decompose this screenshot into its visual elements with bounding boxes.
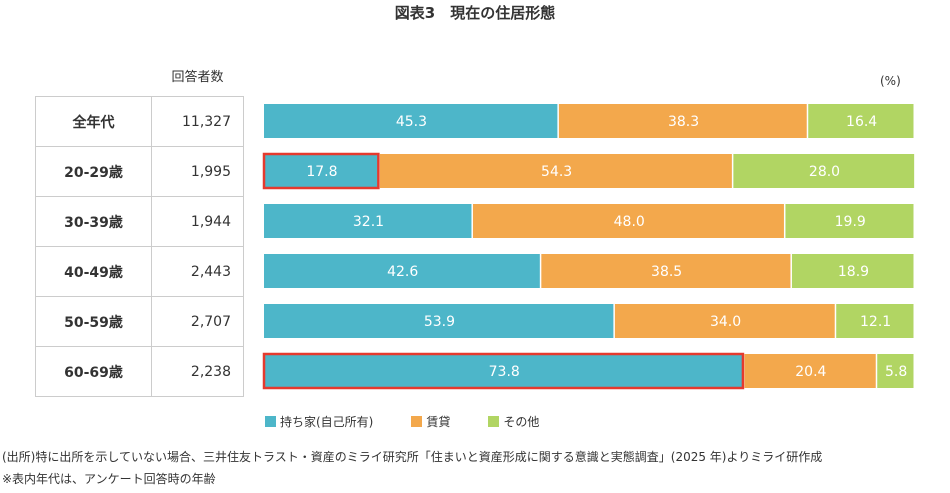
bar-segment [785, 204, 914, 238]
table-row: 全年代 11,327 [35, 96, 244, 147]
bar-segment [558, 104, 807, 138]
data-label: 28.0 [809, 164, 840, 180]
bar-segment [541, 254, 791, 288]
data-label: 17.8 [306, 164, 337, 180]
source-note: (出所)特に出所を示していない場合、三井住友トラスト・資産のミライ研究所「住まい… [2, 450, 823, 464]
bar-segment [877, 354, 914, 388]
bar-segment [264, 354, 743, 388]
table-row: 40-49歳 2,443 [35, 246, 244, 297]
data-label: 32.1 [353, 214, 384, 230]
legend: 持ち家(自己所有) 賃貸 その他 [265, 413, 577, 430]
bar-segment [836, 304, 914, 338]
legend-item-rent: 賃貸 [411, 413, 450, 430]
age-note: ※表内年代は、アンケート回答時の年齢 [2, 472, 216, 486]
table-row: 30-39歳 1,944 [35, 196, 244, 247]
bar-segment [264, 204, 472, 238]
data-label: 34.0 [710, 314, 741, 330]
legend-label: 賃貸 [426, 415, 451, 429]
age-group: 30-39歳 [35, 196, 152, 247]
legend-swatch [411, 416, 423, 427]
data-label: 48.0 [614, 214, 645, 230]
bar-segment [791, 254, 914, 288]
age-group: 40-49歳 [35, 246, 152, 297]
data-label: 19.9 [835, 214, 866, 230]
bar-segment [379, 154, 732, 188]
highlight-box [262, 152, 380, 190]
data-label: 45.3 [396, 114, 427, 130]
legend-label: その他 [503, 415, 540, 429]
stacked-bar-chart: 45.3 38.3 16.4 17.8 54.3 28.0 32.1 48.0 19.9 42.6… [262, 104, 915, 390]
respondent-count: 1,944 [151, 196, 244, 247]
bar-segment [264, 104, 558, 138]
respondents-table: 全年代 11,327 20-29歳 1,995 30-39歳 1,944 40-49歳 2,4… [35, 96, 244, 397]
legend-swatch [265, 416, 276, 427]
table-row: 60-69歳 2,238 [35, 346, 244, 397]
bar-segment [733, 154, 915, 188]
data-label: 12.1 [860, 314, 891, 330]
data-label: 5.8 [885, 364, 907, 380]
data-label: 53.9 [424, 314, 455, 330]
bar-segment [264, 254, 540, 288]
bar-segment [614, 304, 835, 338]
respondent-count: 2,443 [151, 246, 244, 297]
data-label: 18.9 [838, 264, 869, 280]
age-group: 全年代 [35, 96, 152, 147]
legend-swatch [488, 416, 500, 427]
age-group: 50-59歳 [35, 296, 152, 347]
respondent-count: 2,238 [151, 346, 244, 397]
legend-label: 持ち家(自己所有) [280, 415, 374, 429]
respondent-count: 1,995 [151, 146, 244, 197]
data-label: 73.8 [489, 364, 520, 380]
chart-title: 図表3 現在の住居形態 [394, 4, 556, 22]
data-label: 42.6 [387, 264, 418, 280]
table-row: 50-59歳 2,707 [35, 296, 244, 347]
unit-label: (%) [880, 74, 901, 88]
bar-segment [808, 104, 914, 138]
bar-segment [744, 354, 876, 388]
table-row: 20-29歳 1,995 [35, 146, 244, 197]
data-label: 16.4 [846, 114, 877, 130]
age-group: 60-69歳 [35, 346, 152, 397]
data-label: 54.3 [541, 164, 572, 180]
data-label: 20.4 [795, 364, 826, 380]
data-label: 38.5 [651, 264, 682, 280]
bar-segment [472, 204, 784, 238]
legend-item-other: その他 [488, 413, 539, 430]
legend-item-owned: 持ち家(自己所有) [265, 413, 373, 430]
bar-segment [264, 304, 614, 338]
respondent-count: 11,327 [151, 96, 244, 147]
bar-segment [264, 154, 379, 188]
respondents-header: 回答者数 [171, 70, 224, 85]
highlight-box [262, 352, 745, 390]
data-label: 38.3 [668, 114, 699, 130]
